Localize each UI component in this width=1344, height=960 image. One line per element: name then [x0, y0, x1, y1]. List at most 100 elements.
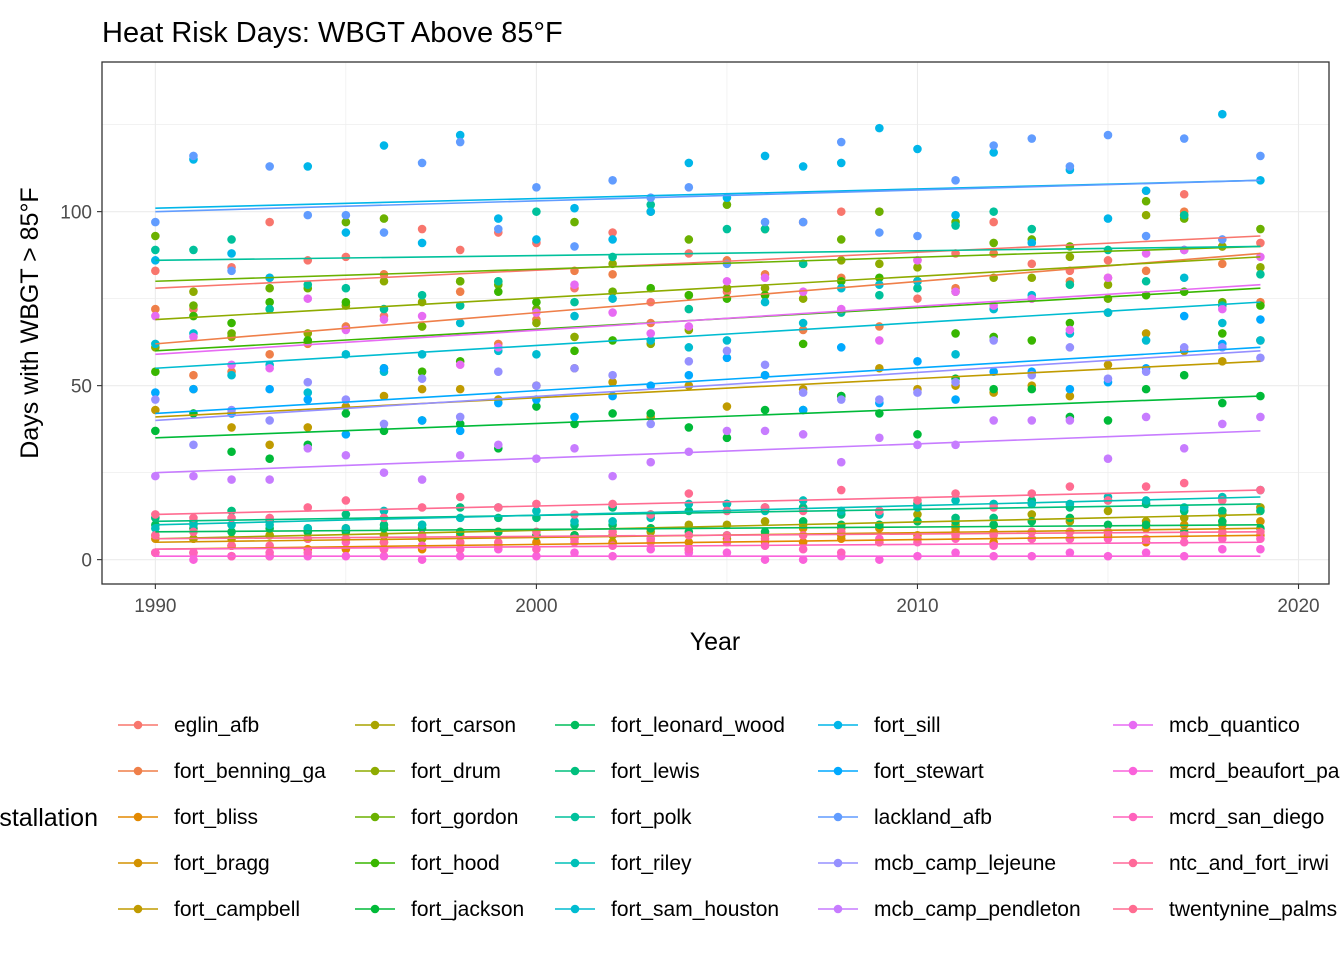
trendline-fort_benning_ga — [155, 252, 1261, 345]
point-mcb_camp_lejeune — [760, 360, 770, 370]
legend-item-fort_lewis: fort_lewis — [555, 760, 700, 783]
point-fort_sam_houston — [798, 318, 808, 328]
point-fort_sill — [303, 162, 313, 171]
point-mcb_camp_lejeune — [493, 367, 503, 377]
point-fort_carson — [760, 517, 770, 526]
point-mcb_camp_lejeune — [913, 388, 922, 397]
point-fort_hood — [1027, 336, 1037, 345]
x-tick-label: 2000 — [515, 596, 557, 617]
legend-key-point — [570, 858, 580, 868]
point-mcb_quantico — [722, 276, 732, 286]
legend-label: fort_bragg — [174, 852, 270, 875]
point-fort_stewart — [189, 384, 198, 394]
legend-label: fort_lewis — [611, 760, 700, 783]
point-fort_hood — [570, 346, 579, 356]
point-lackland_afb — [798, 217, 808, 227]
legend-item-mcb_camp_lejeune: mcb_camp_lejeune — [818, 852, 1056, 875]
point-fort_sill — [455, 130, 465, 140]
point-mcrd_beaufort_pa — [1218, 544, 1227, 554]
y-axis-title: Days with WBGT > 85°F — [16, 187, 44, 458]
point-twentynine_palms — [1179, 478, 1189, 488]
point-fort_hood — [341, 297, 351, 307]
point-mcrd_san_diego — [1218, 534, 1227, 544]
point-fort_riley — [951, 496, 960, 505]
legend-item-mcb_quantico: mcb_quantico — [1113, 714, 1300, 737]
point-mcb_camp_lejeune — [455, 412, 465, 422]
point-ntc_and_fort_irwi — [1103, 527, 1113, 537]
point-mcb_camp_lejeune — [1256, 353, 1265, 363]
trendline-fort_carson — [155, 513, 1261, 540]
point-fort_gordon — [875, 207, 884, 216]
trendline-fort_gordon — [155, 245, 1261, 283]
point-lackland_afb — [951, 176, 960, 185]
point-fort_hood — [684, 290, 694, 300]
point-mcb_quantico — [760, 273, 770, 283]
point-fort_drum — [379, 276, 389, 286]
point-fort_stewart — [417, 416, 427, 425]
point-fort_lewis — [1218, 506, 1227, 516]
trendline-fort_lewis — [155, 503, 1261, 523]
point-fort_polk — [1027, 224, 1037, 234]
legend-label: fort_jackson — [411, 898, 524, 921]
point-fort_lewis — [1256, 506, 1265, 516]
y-axis-ticks: 0 50 100 — [60, 203, 102, 572]
point-fort_gordon — [227, 329, 236, 338]
point-fort_gordon — [570, 217, 579, 227]
point-fort_stewart — [493, 398, 503, 408]
point-fort_sam_houston — [532, 350, 541, 359]
legend-item-fort_carson: fort_carson — [355, 714, 516, 737]
point-lackland_afb — [303, 210, 313, 220]
legend-label: fort_gordon — [411, 806, 518, 829]
point-mcb_camp_lejeune — [532, 381, 541, 390]
legend-label: fort_stewart — [874, 760, 984, 783]
point-mcb_camp_pendleton — [1256, 412, 1265, 422]
point-fort_sill — [1218, 109, 1227, 119]
point-mcb_quantico — [227, 360, 236, 370]
point-fort_jackson — [1141, 384, 1151, 394]
point-fort_polk — [1179, 210, 1189, 220]
y-tick-label: 50 — [71, 377, 92, 398]
point-ntc_and_fort_irwi — [341, 534, 351, 544]
point-eglin_afb — [151, 266, 160, 276]
point-fort_sam_houston — [1256, 336, 1265, 345]
point-fort_benning_ga — [265, 350, 274, 359]
point-fort_gordon — [722, 200, 732, 209]
legend-key-point — [833, 904, 843, 914]
point-mcrd_beaufort_pa — [760, 555, 770, 564]
legend-key-point — [570, 812, 580, 822]
point-fort_polk — [265, 304, 274, 314]
point-fort_hood — [303, 336, 313, 345]
legend-item-mcrd_beaufort_pa: mcrd_beaufort_pa — [1113, 760, 1340, 783]
point-lackland_afb — [1027, 134, 1037, 143]
point-fort_drum — [722, 283, 732, 293]
point-twentynine_palms — [265, 513, 274, 523]
point-mcb_camp_pendleton — [265, 475, 274, 484]
point-eglin_afb — [989, 217, 998, 227]
point-fort_gordon — [417, 322, 427, 331]
point-mcb_camp_lejeune — [608, 370, 617, 380]
point-fort_polk — [1256, 269, 1265, 279]
legend-item-fort_bragg: fort_bragg — [118, 852, 270, 875]
point-fort_polk — [455, 301, 465, 310]
legend-item-ntc_and_fort_irwi: ntc_and_fort_irwi — [1113, 852, 1329, 875]
point-fort_campbell — [417, 384, 427, 394]
point-mcb_camp_pendleton — [417, 475, 427, 484]
trendline-mcb_camp_pendleton — [155, 430, 1261, 474]
point-lackland_afb — [913, 231, 922, 241]
point-fort_stewart — [951, 395, 960, 404]
point-lackland_afb — [341, 210, 351, 220]
point-fort_stewart — [722, 353, 732, 363]
trendline-ntc_and_fort_irwi — [155, 531, 1261, 540]
legend-label: fort_campbell — [174, 898, 300, 921]
point-eglin_afb — [646, 297, 656, 307]
legend-key-point — [133, 720, 143, 730]
point-mcb_camp_lejeune — [1179, 343, 1189, 352]
point-fort_jackson — [646, 409, 656, 418]
legend-key-point — [570, 904, 580, 914]
point-eglin_afb — [303, 256, 313, 265]
point-fort_jackson — [1027, 384, 1037, 394]
point-mcb_camp_lejeune — [951, 377, 960, 387]
point-fort_drum — [798, 294, 808, 303]
legend-label: fort_sam_houston — [611, 898, 779, 921]
point-twentynine_palms — [875, 506, 884, 516]
